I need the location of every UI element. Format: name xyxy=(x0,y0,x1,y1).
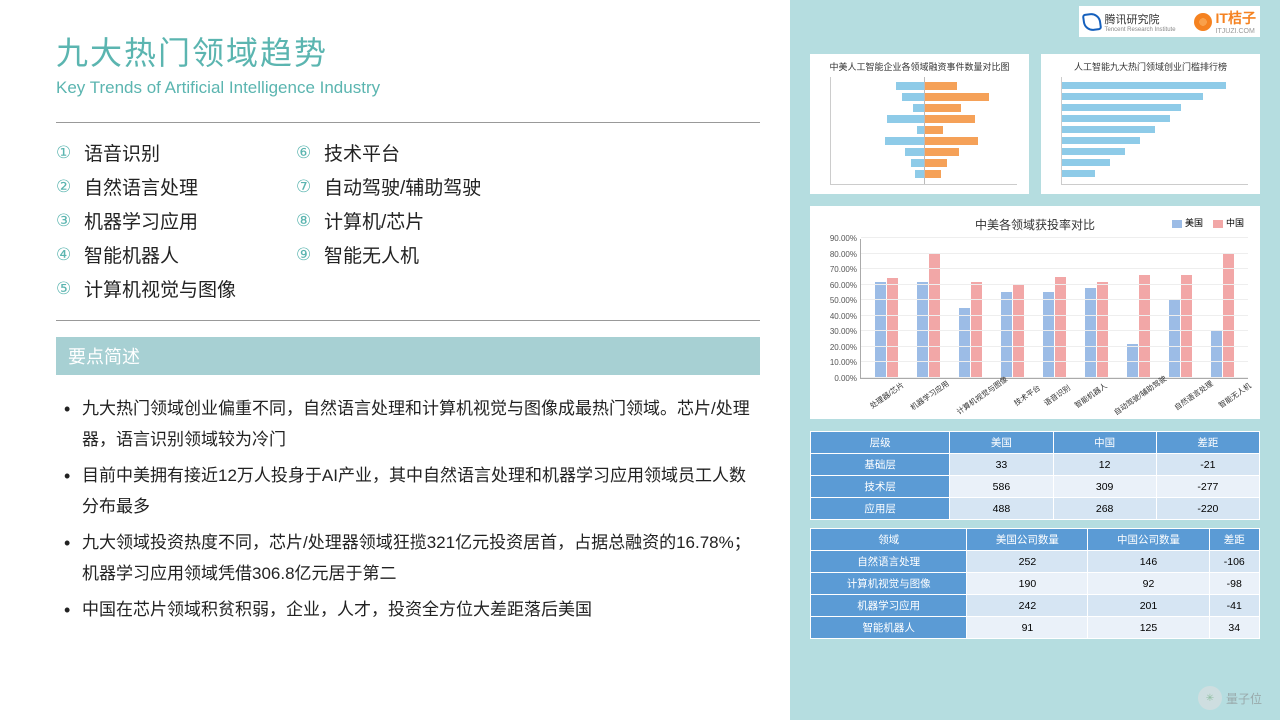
domain-item: ⑥技术平台 xyxy=(296,139,481,166)
title-cn: 九大热门领域趋势 xyxy=(56,28,760,74)
watermark: ✳ 量子位 xyxy=(1198,686,1262,710)
bullet-item: 目前中美拥有接近12万人投身于AI产业，其中自然语言处理和机器学习应用领域员工人… xyxy=(60,460,760,523)
left-panel: 九大热门领域趋势 Key Trends of Artificial Intell… xyxy=(0,0,790,720)
tencent-ri-icon xyxy=(1081,11,1101,31)
divider xyxy=(56,122,760,123)
title-en: Key Trends of Artificial Intelligence In… xyxy=(56,78,760,98)
domain-item: ⑧计算机/芯片 xyxy=(296,207,481,234)
summary-bullets: 九大热门领域创业偏重不同，自然语言处理和计算机视觉与图像成最热门领域。芯片/处理… xyxy=(56,393,760,625)
bullet-item: 九大领域投资热度不同，芯片/处理器领域狂揽321亿元投资居首，占据总融资的16.… xyxy=(60,527,760,590)
summary-heading: 要点简述 xyxy=(56,337,760,375)
domain-item: ⑤计算机视觉与图像 xyxy=(56,275,236,302)
mini-chart-hbar: 人工智能九大热门领域创业门槛排行榜 xyxy=(1041,54,1260,194)
itjuzi-logo: IT桔子 ITJUZI.COM xyxy=(1194,8,1256,35)
wechat-icon: ✳ xyxy=(1198,686,1222,710)
bullet-item: 九大热门领域创业偏重不同，自然语言处理和计算机视觉与图像成最热门领域。芯片/处理… xyxy=(60,393,760,456)
domain-item: ①语音识别 xyxy=(56,139,236,166)
table-domains: 领域美国公司数量中国公司数量差距自然语言处理252146-106计算机视觉与图像… xyxy=(810,528,1260,639)
right-panel: 腾讯研究院 Tencent Research Institute IT桔子 IT… xyxy=(790,0,1280,720)
logo-bar: 腾讯研究院 Tencent Research Institute IT桔子 IT… xyxy=(1079,6,1261,37)
main-bar-chart: 中美各领域获投率对比 美国中国 0.00%10.00%20.00%30.00%4… xyxy=(810,206,1260,419)
domain-item: ④智能机器人 xyxy=(56,241,236,268)
domain-list: ①语音识别 ②自然语言处理 ③机器学习应用 ④智能机器人 ⑤计算机视觉与图像 ⑥技术平台… xyxy=(56,139,760,302)
itjuzi-icon xyxy=(1194,13,1212,31)
divider xyxy=(56,320,760,321)
tencent-ri-logo: 腾讯研究院 Tencent Research Institute xyxy=(1083,11,1176,33)
domain-item: ⑨智能无人机 xyxy=(296,241,481,268)
domain-item: ⑦自动驾驶/辅助驾驶 xyxy=(296,173,481,200)
mini-chart-diverging: 中美人工智能企业各领域融资事件数量对比图 xyxy=(810,54,1029,194)
domain-item: ③机器学习应用 xyxy=(56,207,236,234)
bullet-item: 中国在芯片领域积贫积弱，企业，人才，投资全方位大差距落后美国 xyxy=(60,594,760,625)
table-layers: 层级美国中国差距基础层3312-21技术层586309-277应用层488268… xyxy=(810,431,1260,520)
domain-item: ②自然语言处理 xyxy=(56,173,236,200)
